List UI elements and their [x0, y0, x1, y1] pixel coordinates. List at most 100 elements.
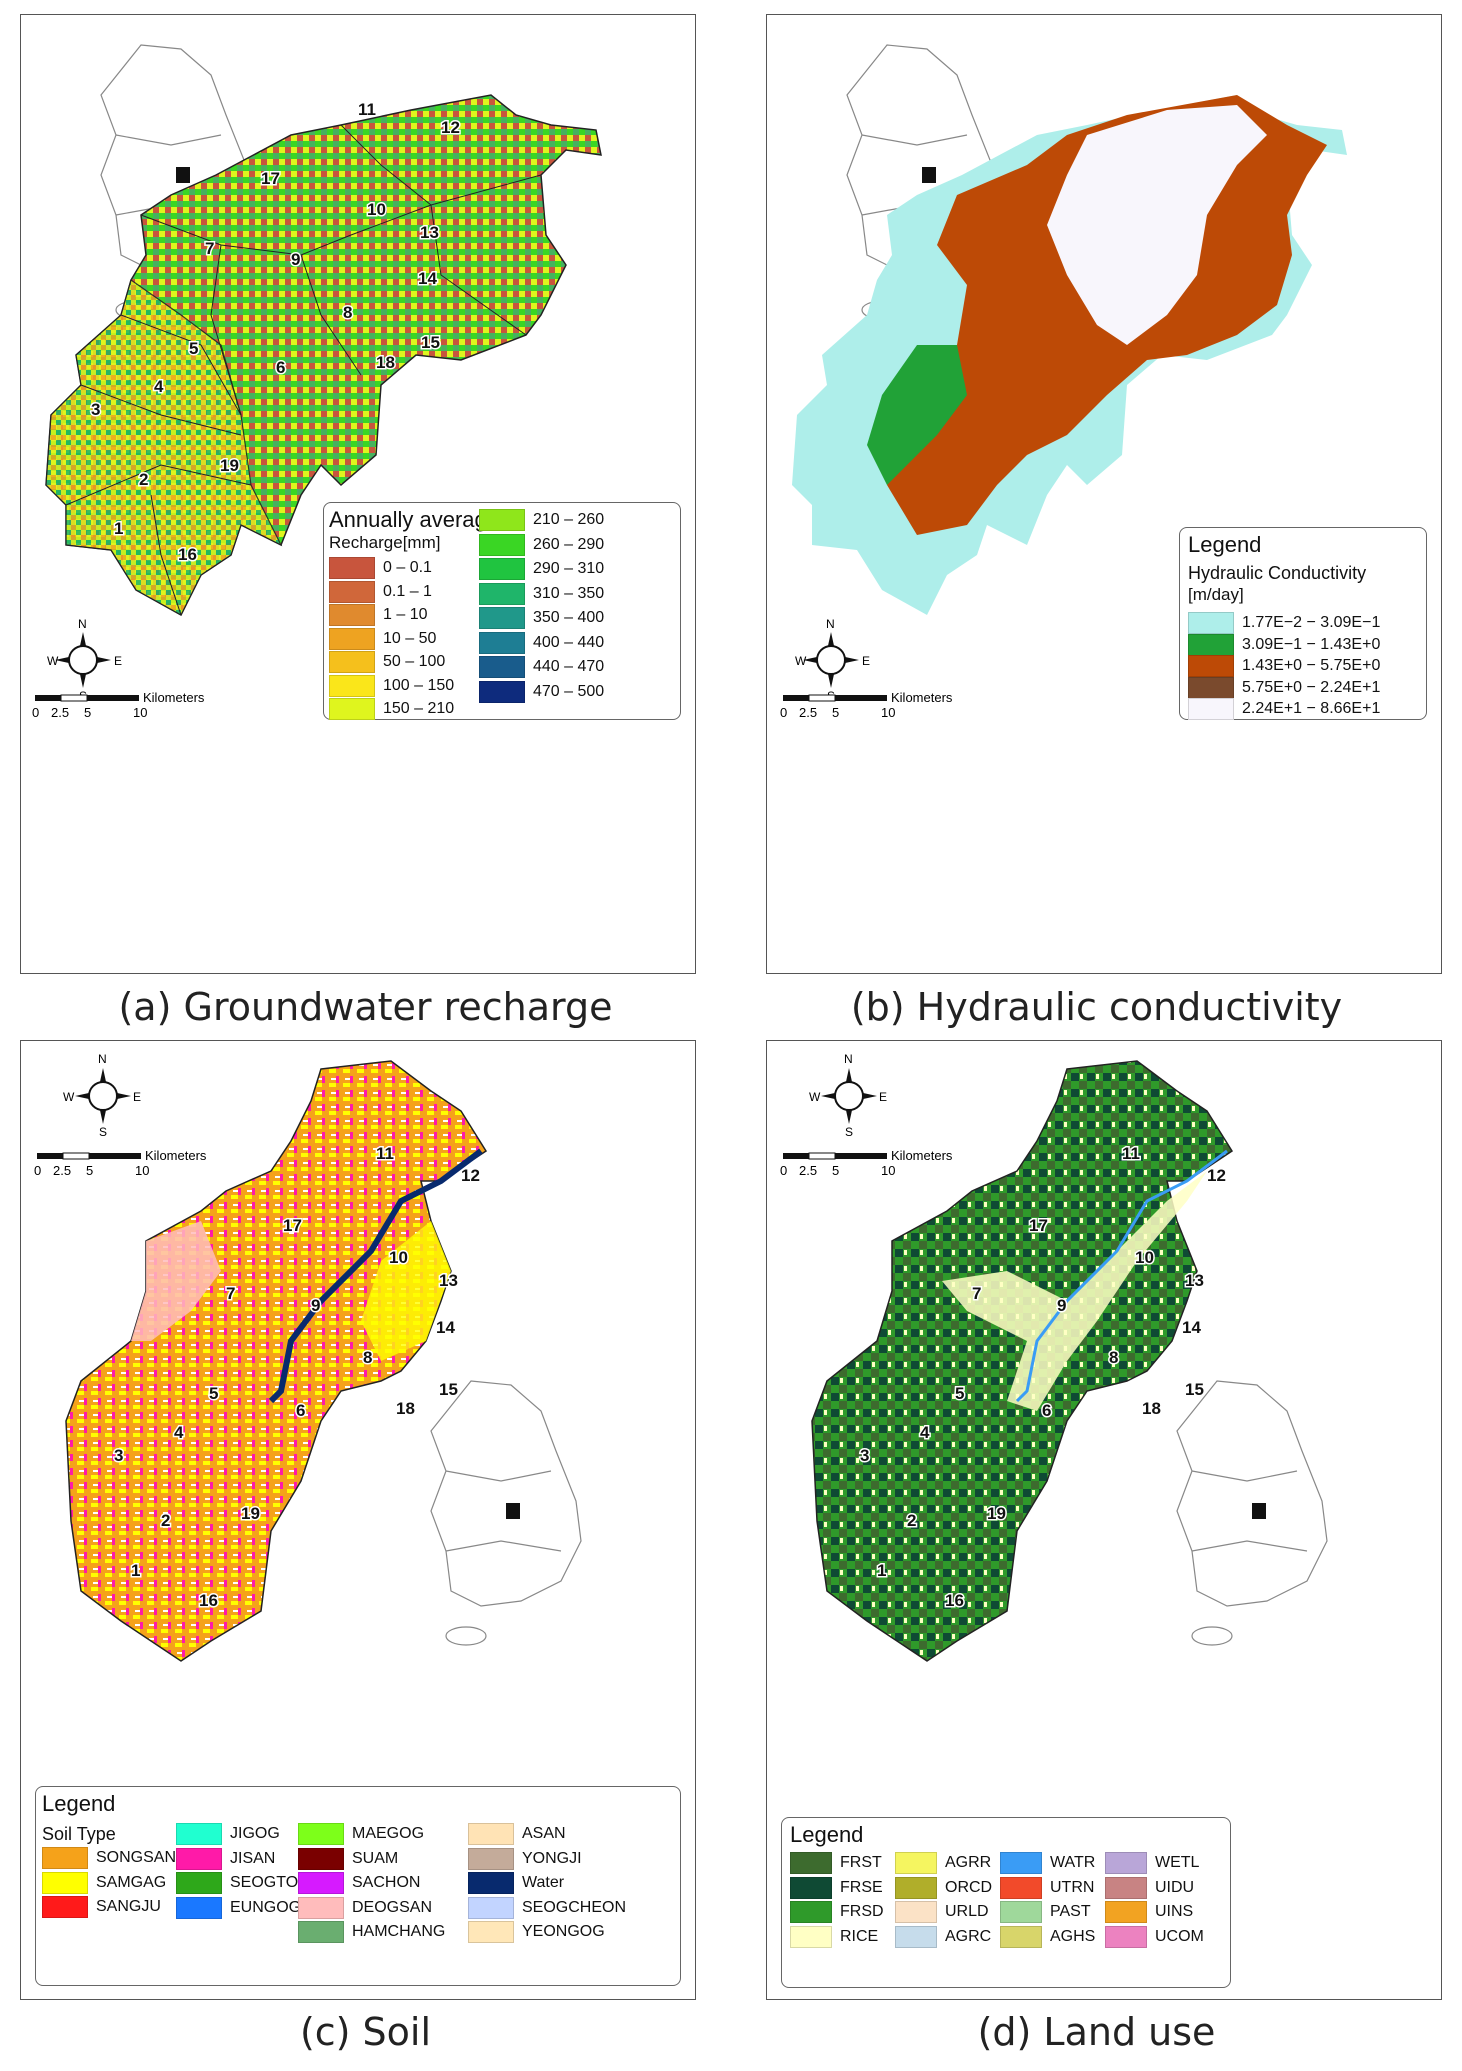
legend-label: FRSE	[840, 1878, 883, 1896]
scale-unit: Kilometers	[143, 690, 205, 705]
pink-zone-c	[131, 1221, 221, 1341]
legend-label: SEOGTO	[230, 1874, 299, 1891]
legend-swatch	[329, 580, 375, 603]
legend-item: MAEGOG	[298, 1823, 424, 1845]
legend-swatch	[176, 1847, 222, 1870]
svg-text:7: 7	[972, 1284, 981, 1303]
legend-item: FRSE	[790, 1876, 883, 1899]
subbasin-labels-a: 1 2 3 4 5 6 7 8 9 10 11 12 13 14 15 16 1…	[90, 99, 462, 566]
legend-swatch	[790, 1925, 832, 1948]
svg-text:Kilometers: Kilometers	[891, 1148, 953, 1163]
svg-text:5: 5	[84, 705, 91, 720]
legend-item: 5.75E+0 − 2.24E+1	[1188, 676, 1381, 699]
subbasin-labels-d: 1 2 3 4 5 6 7 8 9 10 11 12 13 14 15 16 1…	[859, 1143, 1228, 1612]
svg-text:12: 12	[461, 1166, 480, 1185]
subbasin-11-label: 11	[358, 100, 376, 119]
legend-swatch	[479, 582, 525, 605]
legend-c: Legend Soil Type SONGSAN SAMGAG SANGJU JIGO…	[35, 1786, 681, 1986]
legend-label: SONGSAN	[96, 1849, 177, 1866]
legend-swatch	[468, 1823, 514, 1845]
subbasin-4-label: 4	[154, 377, 164, 396]
legend-swatch	[298, 1823, 344, 1845]
svg-text:E: E	[133, 1090, 141, 1104]
svg-text:0: 0	[32, 705, 39, 720]
caption-c: (c) Soil	[299, 2010, 432, 2054]
legend-label: 0.1 – 1	[383, 582, 432, 600]
svg-text:10: 10	[1135, 1248, 1154, 1267]
legend-swatch	[329, 557, 375, 579]
legend-label: PAST	[1050, 1903, 1091, 1920]
legend-item: EUNGOG	[176, 1896, 301, 1919]
legend-swatch	[479, 558, 525, 580]
legend-item: 150 – 210	[329, 698, 454, 720]
svg-text:18: 18	[396, 1399, 415, 1418]
legend-swatch	[1105, 1901, 1147, 1923]
legend-item: FRST	[790, 1852, 882, 1874]
svg-text:9: 9	[311, 1296, 320, 1315]
svg-text:4: 4	[174, 1423, 184, 1442]
svg-text:5: 5	[832, 705, 839, 720]
svg-text:5: 5	[832, 1163, 839, 1178]
subbasin-10-label: 10	[367, 200, 386, 219]
legend-label: Water	[522, 1874, 565, 1891]
svg-text:5: 5	[955, 1384, 964, 1403]
legend-item: SAMGAG	[42, 1871, 167, 1894]
svg-text:14: 14	[1182, 1318, 1201, 1337]
legend-label: 100 – 150	[383, 676, 455, 694]
legend-swatch	[1188, 612, 1234, 634]
legend-label: 10 – 50	[383, 629, 437, 647]
svg-text:0: 0	[780, 705, 787, 720]
legend-label: 1.43E+0 − 5.75E+0	[1242, 657, 1381, 674]
caption-a: (a) Groundwater recharge	[118, 985, 613, 1029]
panel-a-groundwater-recharge: 1 2 3 4 5 6 7 8 9 10 11 12 13 14 15 16 1…	[20, 14, 696, 974]
legend-item: 1 – 10	[329, 604, 427, 626]
svg-text:16: 16	[945, 1591, 964, 1610]
legend-label: 1.77E−2 − 3.09E−1	[1242, 614, 1381, 631]
panel-d-land-use: 1 2 3 4 5 6 7 8 9 10 11 12 13 14 15 16 1…	[766, 1040, 1442, 2000]
panel-c-soil: 1 2 3 4 5 6 7 8 9 10 11 12 13 14 15 16 1…	[20, 1040, 696, 2000]
svg-text:Kilometers: Kilometers	[891, 690, 953, 705]
legend-item: UIDU	[1105, 1876, 1195, 1899]
legend-swatch	[790, 1876, 832, 1899]
svg-text:2: 2	[907, 1511, 916, 1530]
legend-label: 5.75E+0 − 2.24E+1	[1242, 678, 1381, 696]
svg-text:15: 15	[1185, 1380, 1204, 1399]
legend-label: RICE	[840, 1927, 879, 1945]
legend-label: SACHON	[352, 1874, 421, 1891]
svg-text:18: 18	[1142, 1399, 1161, 1418]
legend-item: ORCD	[895, 1876, 992, 1899]
legend-swatch	[329, 627, 375, 650]
legend-label: DEOGSAN	[352, 1898, 433, 1916]
legend-item: ASAN	[468, 1823, 566, 1845]
legend-swatch	[1188, 655, 1234, 677]
legend-swatch	[895, 1901, 937, 1923]
legend-label: SAMGAG	[96, 1873, 167, 1891]
legend-label: UIDU	[1155, 1878, 1195, 1896]
watershed-a-south	[45, 279, 283, 616]
legend-swatch	[42, 1847, 88, 1869]
legend-item: SANGJU	[42, 1896, 161, 1918]
legend-item: RICE	[790, 1925, 879, 1948]
svg-text:0: 0	[34, 1163, 41, 1178]
legend-item: 470 – 500	[479, 680, 604, 703]
subbasin-1-label: 1	[114, 519, 123, 538]
scalebar-c: Kilometers 0 2.5 5 10	[34, 1148, 207, 1178]
legend-item: 2.24E+1 − 8.66E+1	[1188, 698, 1380, 720]
scalebar-d: Kilometers 0 2.5 5 10	[780, 1148, 953, 1178]
legend-b-unit: [m/day]	[1188, 585, 1244, 604]
svg-text:17: 17	[283, 1216, 302, 1235]
scalebar-a: Kilometers 0 2.5 5 10	[32, 690, 205, 720]
svg-text:13: 13	[439, 1271, 458, 1290]
legend-label: AGRC	[945, 1927, 992, 1945]
legend-swatch	[176, 1896, 222, 1919]
subbasin-3-label: 3	[91, 400, 100, 419]
svg-text:10: 10	[135, 1163, 149, 1178]
panel-b-hydraulic-conductivity: N S W E Kilometers 0 2.5 5 10 Legend Hyd…	[766, 14, 1442, 974]
svg-text:2: 2	[161, 1511, 170, 1530]
map-d: 1 2 3 4 5 6 7 8 9 10 11 12 13 14 15 16 1…	[780, 1052, 1328, 1662]
legend-item: 3.09E−1 − 1.43E+0	[1188, 633, 1380, 656]
legend-item: DEOGSAN	[298, 1896, 433, 1919]
svg-text:13: 13	[1185, 1271, 1204, 1290]
scalebar-b: Kilometers 0 2.5 5 10	[780, 690, 953, 720]
subbasin-7-label: 7	[205, 239, 214, 258]
